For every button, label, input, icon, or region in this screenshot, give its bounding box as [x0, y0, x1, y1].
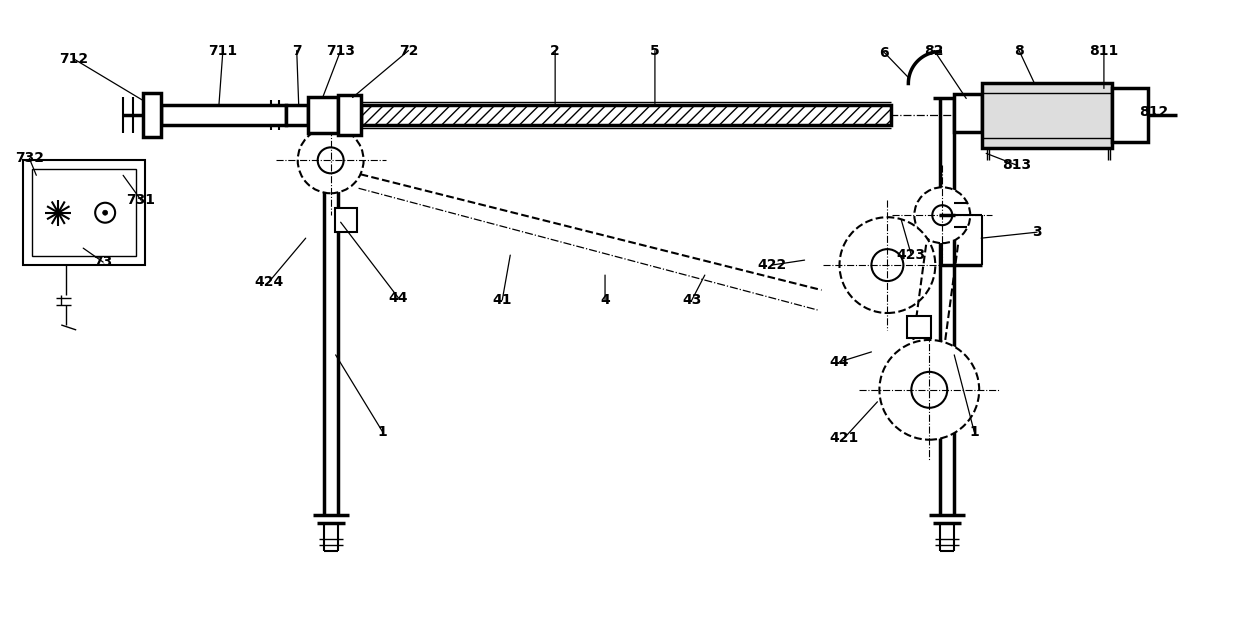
- Text: 44: 44: [389, 291, 408, 305]
- Bar: [285, 105, 308, 125]
- Bar: [908, 316, 931, 338]
- Text: 3: 3: [1032, 225, 1042, 239]
- Text: 82: 82: [925, 43, 944, 58]
- Text: 731: 731: [126, 193, 155, 207]
- Text: 72: 72: [399, 43, 418, 58]
- Circle shape: [317, 148, 343, 174]
- Text: 5: 5: [650, 43, 660, 58]
- Bar: [1112, 89, 1148, 143]
- Circle shape: [298, 127, 363, 193]
- Text: 713: 713: [326, 43, 355, 58]
- Circle shape: [839, 217, 935, 313]
- Bar: [955, 94, 982, 133]
- Text: 2: 2: [551, 43, 560, 58]
- Text: 8: 8: [1014, 43, 1024, 58]
- Text: 423: 423: [897, 248, 926, 262]
- Text: 422: 422: [758, 258, 786, 272]
- Circle shape: [879, 340, 980, 440]
- Circle shape: [914, 187, 970, 243]
- Text: 813: 813: [1003, 158, 1032, 172]
- Text: 44: 44: [830, 355, 849, 369]
- Circle shape: [932, 205, 952, 225]
- Text: 732: 732: [15, 151, 43, 166]
- Bar: [161, 105, 285, 125]
- Text: 4: 4: [600, 293, 610, 307]
- Bar: [361, 105, 892, 125]
- Circle shape: [911, 372, 947, 408]
- Text: 812: 812: [1140, 105, 1168, 120]
- Text: 424: 424: [254, 275, 284, 289]
- Bar: [335, 208, 357, 232]
- Text: 7: 7: [291, 43, 301, 58]
- Circle shape: [872, 249, 904, 281]
- Text: 811: 811: [1089, 43, 1118, 58]
- Bar: [337, 95, 361, 135]
- Text: 421: 421: [830, 431, 859, 445]
- Bar: [24, 161, 145, 265]
- Circle shape: [103, 210, 108, 215]
- Bar: [982, 82, 1112, 148]
- Text: 73: 73: [93, 255, 113, 269]
- Text: 711: 711: [208, 43, 237, 58]
- Text: 43: 43: [682, 293, 702, 307]
- Circle shape: [95, 203, 115, 223]
- Text: 41: 41: [492, 293, 512, 307]
- Bar: [143, 94, 161, 138]
- Bar: [32, 169, 136, 256]
- Text: 712: 712: [58, 51, 88, 66]
- Text: 6: 6: [879, 46, 889, 60]
- Text: 1: 1: [378, 425, 387, 439]
- Bar: [308, 97, 337, 133]
- Text: 1: 1: [970, 425, 980, 439]
